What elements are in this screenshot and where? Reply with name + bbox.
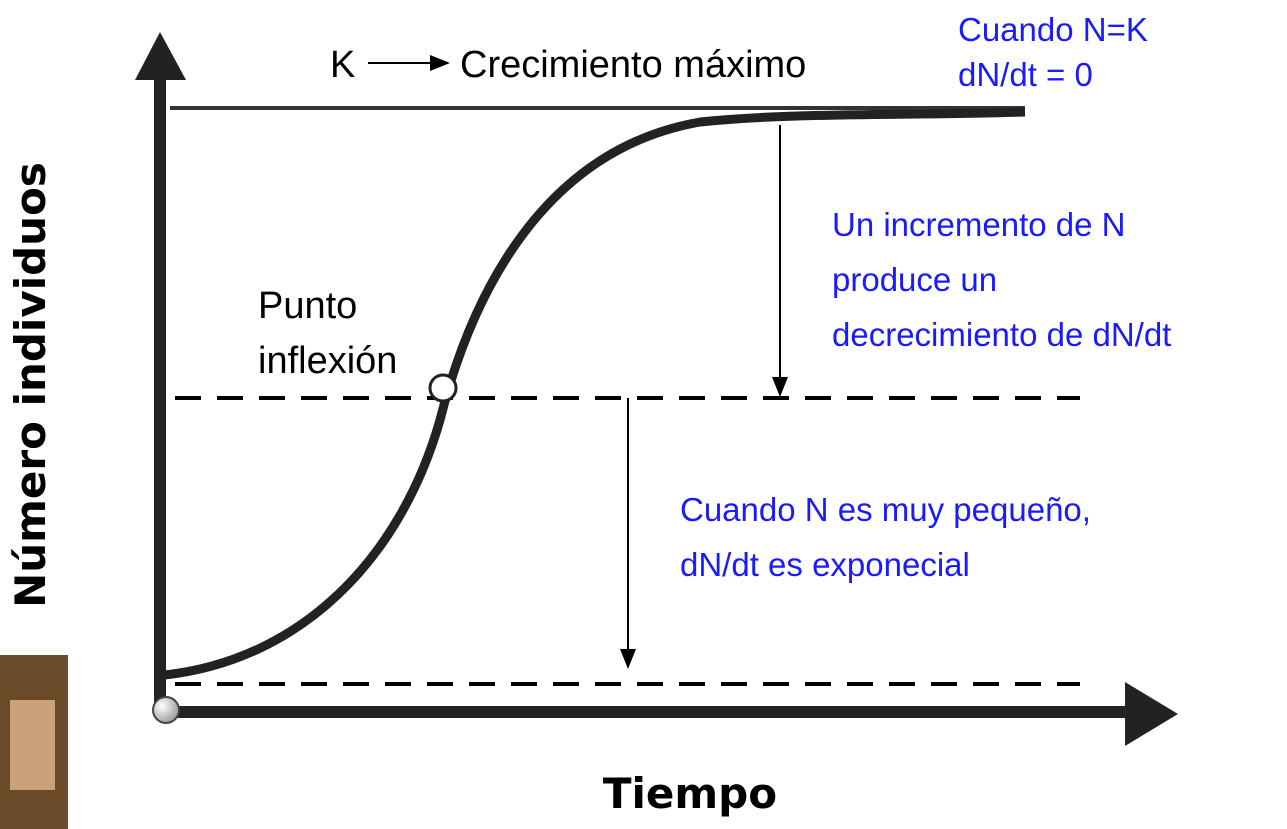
origin-point <box>152 696 180 724</box>
lower-note: dN/dt es exponecial <box>680 546 970 583</box>
upper-note: produce un <box>832 261 997 298</box>
y-axis-label: Número individuos <box>6 162 55 608</box>
logistic-curve <box>164 107 1026 680</box>
y-arrowhead <box>135 32 186 80</box>
photo-detail <box>10 700 55 790</box>
inflection-label: Punto <box>258 285 357 327</box>
x-axis-label: Tiempo <box>603 769 777 818</box>
upper-note: Un incremento de N <box>832 206 1125 243</box>
x-arrowhead <box>1125 682 1178 746</box>
inflection-label: inflexión <box>258 340 397 382</box>
lower-note: Cuando N es muy pequeño, <box>680 491 1091 528</box>
k-symbol: K <box>330 44 355 86</box>
k-note: dN/dt = 0 <box>958 56 1093 93</box>
k-text: Crecimiento máximo <box>460 44 806 86</box>
upper-note: decrecimiento de dN/dt <box>832 316 1171 353</box>
k-note: Cuando N=K <box>958 11 1148 48</box>
inflection-point <box>428 373 458 403</box>
